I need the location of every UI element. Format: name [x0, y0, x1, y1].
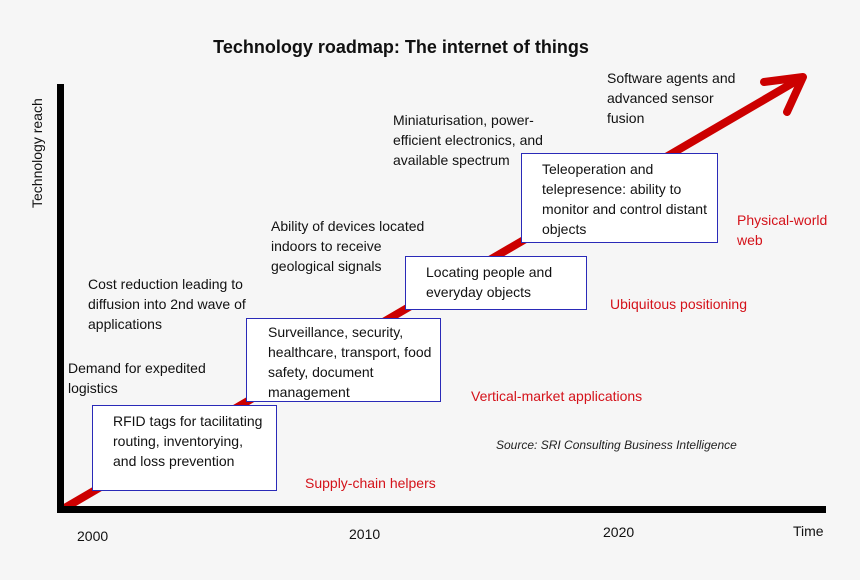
driver-note: Cost reduction leading to diffusion into… — [88, 276, 246, 332]
driver-note: Ability of devices located indoors to re… — [271, 218, 425, 274]
category-vertical-market: Vertical-market applications — [471, 388, 643, 404]
driver-note: Software agents and advanced sensor fusi… — [607, 70, 736, 126]
source-note: Source: SRI Consulting Business Intellig… — [496, 438, 737, 452]
category-supply-chain: Supply-chain helpers — [305, 475, 436, 491]
x-tick-2010: 2010 — [349, 526, 381, 542]
x-axis — [57, 506, 826, 513]
milestone-text: RFID tags for tacilitating routing, inve… — [113, 413, 263, 469]
milestone-text: Surveillance, security, healthcare, tran… — [268, 324, 432, 400]
x-tick-2020: 2020 — [603, 524, 635, 540]
milestone-text: Teleoperation and telepresence: ability … — [542, 161, 707, 237]
milestone-box-teleoperation: Teleoperation and telepresence: ability … — [521, 153, 718, 243]
y-axis — [57, 84, 64, 513]
driver-note: Demand for expedited logistics — [68, 360, 206, 396]
x-tick-2000: 2000 — [77, 528, 109, 544]
milestone-box-locating: Locating people and everyday objects — [405, 256, 587, 310]
driver-note: Miniaturisation, power-efficient electro… — [393, 112, 543, 168]
milestone-text: Locating people and everyday objects — [426, 264, 553, 300]
milestone-box-rfid: RFID tags for tacilitating routing, inve… — [92, 405, 277, 491]
milestone-box-surveillance: Surveillance, security, healthcare, tran… — [246, 318, 441, 402]
y-axis-label: Technology reach — [29, 98, 45, 208]
diagram-title: Technology roadmap: The internet of thin… — [213, 37, 589, 57]
x-axis-label: Time — [793, 523, 824, 539]
category-physical-world-web: Physical-world web — [737, 212, 828, 248]
category-ubiquitous-positioning: Ubiquitous positioning — [610, 296, 747, 312]
